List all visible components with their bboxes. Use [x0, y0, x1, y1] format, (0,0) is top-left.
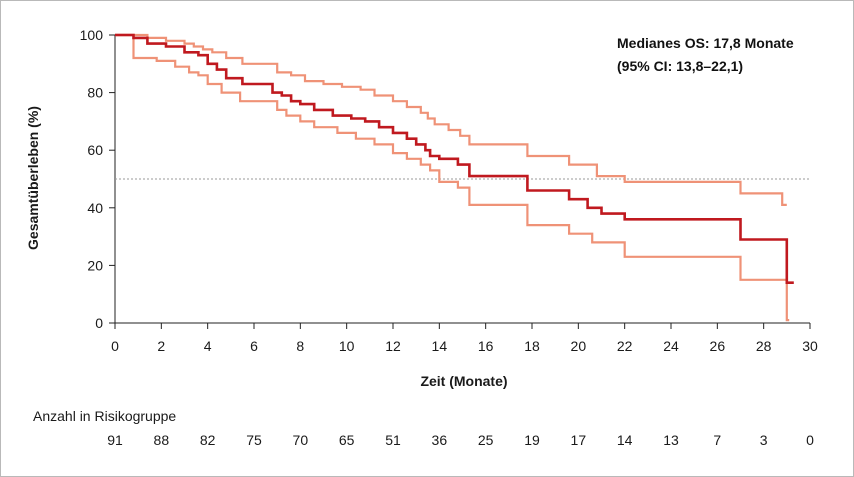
risk-count: 7: [713, 432, 721, 448]
estimate-curve: [115, 33, 794, 284]
risk-count: 70: [293, 432, 309, 448]
x-tick-label: 2: [157, 338, 165, 354]
risk-count: 51: [385, 432, 401, 448]
ci-annotation: (95% CI: 13,8–22,1): [617, 58, 743, 74]
risk-count: 36: [432, 432, 448, 448]
x-tick-label: 4: [204, 338, 212, 354]
ci-lower-curve: [115, 33, 790, 322]
y-tick-label: 100: [80, 27, 104, 43]
risk-count: 13: [663, 432, 679, 448]
x-tick-label: 30: [802, 338, 818, 354]
risk-count: 65: [339, 432, 355, 448]
x-tick-label: 22: [617, 338, 633, 354]
risk-count: 14: [617, 432, 633, 448]
risk-count: 17: [571, 432, 587, 448]
y-tick-label: 20: [87, 257, 103, 273]
risk-table-title: Anzahl in Risikogruppe: [33, 408, 176, 424]
y-tick-label: 60: [87, 142, 103, 158]
risk-count: 0: [806, 432, 814, 448]
x-tick-label: 6: [250, 338, 258, 354]
risk-count: 88: [154, 432, 170, 448]
median-os-annotation: Medianes OS: 17,8 Monate: [617, 35, 794, 51]
x-axis-title: Zeit (Monate): [420, 373, 507, 389]
risk-count: 91: [107, 432, 123, 448]
risk-count: 3: [760, 432, 768, 448]
risk-count: 82: [200, 432, 216, 448]
x-tick-label: 10: [339, 338, 355, 354]
y-tick-label: 40: [87, 200, 103, 216]
x-tick-label: 18: [524, 338, 540, 354]
risk-count: 25: [478, 432, 494, 448]
x-tick-label: 14: [432, 338, 448, 354]
x-tick-label: 8: [296, 338, 304, 354]
x-tick-label: 12: [385, 338, 401, 354]
x-tick-label: 26: [710, 338, 726, 354]
series-group: [115, 33, 794, 322]
y-tick-label: 0: [95, 315, 103, 331]
y-axis-title: Gesamtüberleben (%): [25, 106, 41, 250]
risk-count: 19: [524, 432, 540, 448]
risk-count: 75: [246, 432, 262, 448]
risk-table-values: 91 88 82 75 70 65 51 36 25 19 17 14 13 7 3 0: [107, 432, 814, 448]
y-tick-label: 80: [87, 85, 103, 101]
x-tick-label: 0: [111, 338, 119, 354]
ci-upper-curve: [115, 33, 787, 206]
x-tick-label: 24: [663, 338, 679, 354]
x-tick-label: 16: [478, 338, 494, 354]
x-tick-label: 28: [756, 338, 772, 354]
x-tick-label: 20: [571, 338, 587, 354]
